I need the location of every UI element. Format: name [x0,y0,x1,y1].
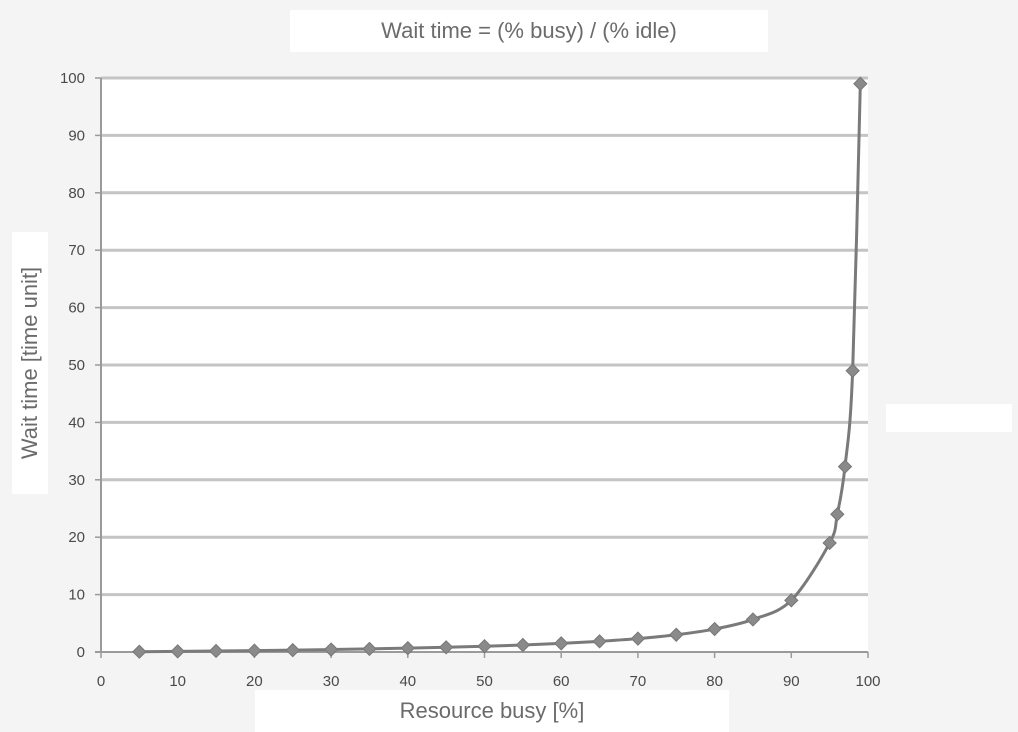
y-tick-label: 80 [68,185,85,202]
data-point [669,627,684,642]
x-tick-label: 10 [169,673,186,690]
y-tick-label: 70 [68,242,85,259]
data-point [477,639,492,654]
data-point [707,621,722,637]
y-tick-label: 100 [60,70,85,87]
y-tick-label: 40 [68,414,85,431]
data-point [592,634,607,649]
x-tick-label: 40 [399,673,416,690]
y-tick-label: 10 [68,587,85,604]
data-point [853,76,868,91]
chart-title: Wait time = (% busy) / (% idle) [290,10,768,52]
data-point [323,642,339,657]
y-tick-label: 90 [68,127,85,144]
data-point [247,643,262,658]
data-point [208,643,224,659]
x-tick-label: 80 [706,673,723,690]
data-point [515,637,531,653]
data-point [830,507,845,522]
data-point [745,612,761,627]
data-point [845,363,860,378]
y-tick-label: 0 [77,644,85,661]
data-point [784,593,799,608]
data-point [285,642,300,658]
data-point [170,644,185,659]
data-point [630,631,646,646]
blank-panel [886,404,1012,432]
data-point [362,641,377,657]
data-point [132,644,147,659]
data-point [822,535,837,551]
x-tick-label: 0 [97,673,105,690]
y-tick-label: 20 [68,529,85,546]
x-tick-label: 20 [246,673,263,690]
y-axis-label-panel [12,232,48,494]
x-tick-label: 90 [783,673,800,690]
data-point [553,636,569,651]
y-tick-label: 50 [68,357,85,374]
data-point [837,459,853,474]
y-tick-label: 30 [68,472,85,489]
y-tick-label: 60 [68,300,85,317]
x-tick-label: 50 [476,673,493,690]
x-tick-label: 30 [323,673,340,690]
x-tick-label: 70 [630,673,647,690]
x-tick-label: 60 [553,673,570,690]
data-point [400,640,416,656]
data-point [438,640,454,655]
x-axis-label: Resource busy [%] [255,690,729,732]
x-tick-label: 100 [855,673,880,690]
